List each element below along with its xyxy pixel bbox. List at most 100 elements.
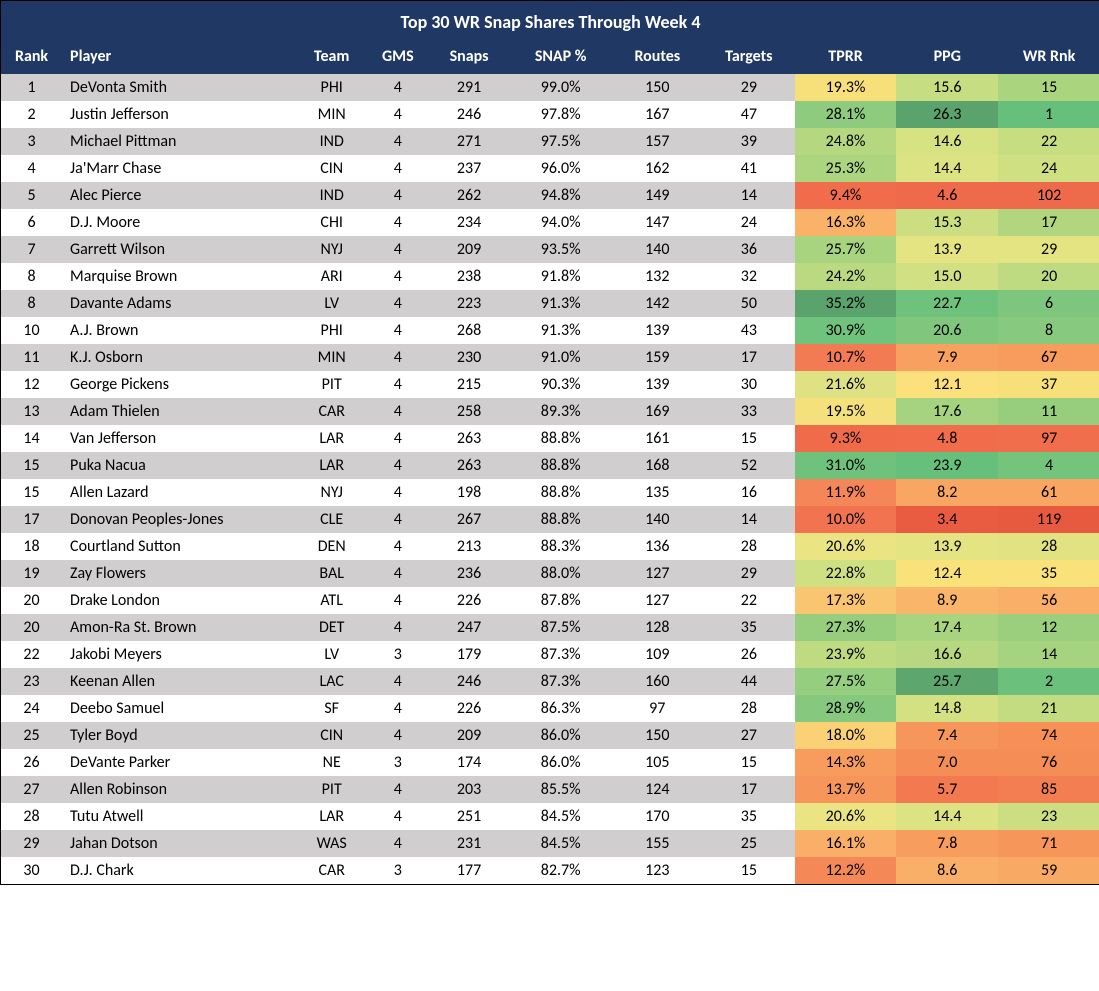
table-row: 25Tyler BoydCIN420986.0%1502718.0%7.474 — [1, 722, 1099, 749]
cell-player: Courtland Sutton — [62, 533, 296, 560]
col-gms: GMS — [367, 41, 428, 74]
cell-player: Adam Thielen — [62, 398, 296, 425]
cell-wrrnk: 15 — [998, 74, 1099, 101]
cell-gms: 4 — [367, 101, 428, 128]
table-row: 2Justin JeffersonMIN424697.8%1674728.1%2… — [1, 101, 1099, 128]
cell-ppg: 23.9 — [896, 452, 998, 479]
cell-tprr: 11.9% — [795, 479, 897, 506]
cell-gms: 4 — [367, 290, 428, 317]
cell-snaps: 258 — [428, 398, 509, 425]
cell-routes: 147 — [612, 209, 704, 236]
cell-rank: 2 — [1, 101, 62, 128]
table-row: 8Marquise BrownARI423891.8%1323224.2%15.… — [1, 263, 1099, 290]
cell-team: PIT — [296, 371, 367, 398]
cell-ppg: 16.6 — [896, 641, 998, 668]
cell-rank: 17 — [1, 506, 62, 533]
cell-targets: 47 — [703, 101, 795, 128]
cell-snappct: 88.8% — [510, 425, 612, 452]
cell-snappct: 97.8% — [510, 101, 612, 128]
cell-player: Jahan Dotson — [62, 830, 296, 857]
cell-player: Allen Lazard — [62, 479, 296, 506]
cell-routes: 170 — [612, 803, 704, 830]
cell-snaps: 234 — [428, 209, 509, 236]
cell-player: Van Jefferson — [62, 425, 296, 452]
cell-player: Davante Adams — [62, 290, 296, 317]
col-targets: Targets — [703, 41, 795, 74]
cell-team: MIN — [296, 101, 367, 128]
cell-ppg: 7.9 — [896, 344, 998, 371]
cell-ppg: 26.3 — [896, 101, 998, 128]
cell-wrrnk: 24 — [998, 155, 1099, 182]
cell-ppg: 15.3 — [896, 209, 998, 236]
table-row: 13Adam ThielenCAR425889.3%1693319.5%17.6… — [1, 398, 1099, 425]
cell-routes: 136 — [612, 533, 704, 560]
cell-player: Justin Jefferson — [62, 101, 296, 128]
cell-snaps: 236 — [428, 560, 509, 587]
cell-targets: 15 — [703, 749, 795, 776]
cell-routes: 168 — [612, 452, 704, 479]
cell-snaps: 271 — [428, 128, 509, 155]
cell-player: Alec Pierce — [62, 182, 296, 209]
cell-snaps: 177 — [428, 857, 509, 884]
cell-targets: 33 — [703, 398, 795, 425]
cell-ppg: 14.8 — [896, 695, 998, 722]
table-row: 14Van JeffersonLAR426388.8%161159.3%4.89… — [1, 425, 1099, 452]
cell-routes: 159 — [612, 344, 704, 371]
cell-snappct: 94.0% — [510, 209, 612, 236]
cell-routes: 161 — [612, 425, 704, 452]
cell-snappct: 86.0% — [510, 722, 612, 749]
cell-ppg: 7.8 — [896, 830, 998, 857]
table-row: 28Tutu AtwellLAR425184.5%1703520.6%14.42… — [1, 803, 1099, 830]
cell-snappct: 82.7% — [510, 857, 612, 884]
cell-snaps: 174 — [428, 749, 509, 776]
cell-wrrnk: 97 — [998, 425, 1099, 452]
cell-snaps: 247 — [428, 614, 509, 641]
cell-team: LAR — [296, 425, 367, 452]
cell-routes: 157 — [612, 128, 704, 155]
cell-snappct: 88.3% — [510, 533, 612, 560]
cell-gms: 4 — [367, 425, 428, 452]
cell-ppg: 15.6 — [896, 74, 998, 101]
cell-targets: 50 — [703, 290, 795, 317]
cell-snappct: 88.0% — [510, 560, 612, 587]
cell-tprr: 16.3% — [795, 209, 897, 236]
cell-gms: 3 — [367, 641, 428, 668]
cell-rank: 8 — [1, 263, 62, 290]
table-row: 20Amon-Ra St. BrownDET424787.5%1283527.3… — [1, 614, 1099, 641]
cell-player: Tutu Atwell — [62, 803, 296, 830]
header-row: Rank Player Team GMS Snaps SNAP % Routes… — [1, 41, 1099, 74]
cell-rank: 20 — [1, 587, 62, 614]
cell-routes: 150 — [612, 722, 704, 749]
cell-rank: 3 — [1, 128, 62, 155]
cell-team: LAC — [296, 668, 367, 695]
cell-player: Garrett Wilson — [62, 236, 296, 263]
cell-targets: 27 — [703, 722, 795, 749]
cell-team: IND — [296, 128, 367, 155]
cell-rank: 27 — [1, 776, 62, 803]
cell-tprr: 25.7% — [795, 236, 897, 263]
cell-snaps: 268 — [428, 317, 509, 344]
cell-ppg: 17.4 — [896, 614, 998, 641]
cell-snappct: 91.0% — [510, 344, 612, 371]
cell-snaps: 267 — [428, 506, 509, 533]
cell-snappct: 96.0% — [510, 155, 612, 182]
cell-snappct: 84.5% — [510, 803, 612, 830]
cell-wrrnk: 1 — [998, 101, 1099, 128]
cell-tprr: 17.3% — [795, 587, 897, 614]
col-team: Team — [296, 41, 367, 74]
cell-rank: 22 — [1, 641, 62, 668]
cell-snaps: 209 — [428, 722, 509, 749]
cell-team: PHI — [296, 317, 367, 344]
cell-snappct: 87.5% — [510, 614, 612, 641]
cell-wrrnk: 21 — [998, 695, 1099, 722]
col-rank: Rank — [1, 41, 62, 74]
cell-ppg: 13.9 — [896, 533, 998, 560]
cell-snaps: 291 — [428, 74, 509, 101]
cell-tprr: 9.3% — [795, 425, 897, 452]
cell-targets: 41 — [703, 155, 795, 182]
cell-snappct: 86.3% — [510, 695, 612, 722]
cell-targets: 35 — [703, 803, 795, 830]
cell-routes: 167 — [612, 101, 704, 128]
cell-ppg: 14.6 — [896, 128, 998, 155]
col-snaps: Snaps — [428, 41, 509, 74]
